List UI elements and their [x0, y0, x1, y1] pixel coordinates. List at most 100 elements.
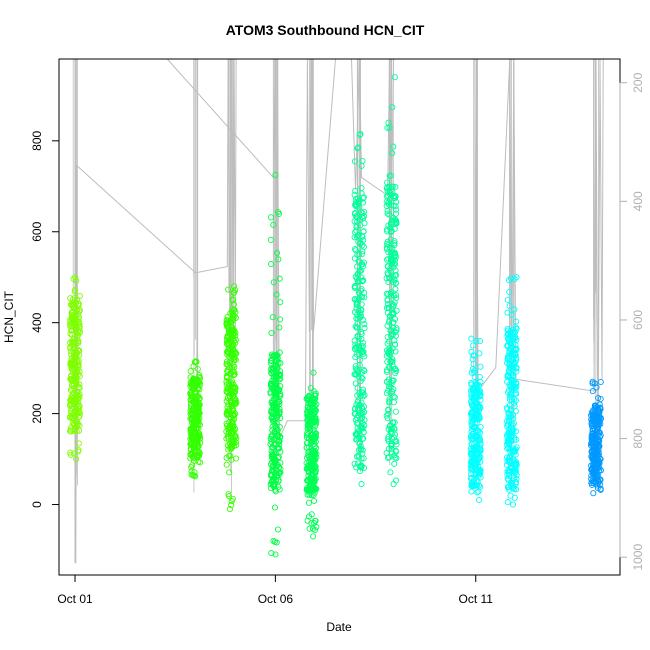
data-point: [384, 179, 391, 186]
data-point: [468, 488, 475, 495]
data-point: [597, 406, 604, 413]
data-point: [384, 309, 391, 316]
data-point: [273, 291, 280, 298]
data-point: [392, 408, 399, 415]
data-point: [386, 365, 393, 372]
data-point: [388, 446, 395, 453]
data-point: [75, 427, 83, 434]
data-point: [361, 353, 368, 360]
data-point: [353, 300, 360, 307]
data-point: [352, 247, 359, 254]
data-point: [226, 423, 233, 430]
data-point: [388, 228, 395, 235]
data-point: [70, 412, 77, 420]
data-point: [189, 434, 196, 441]
data-point: [232, 455, 240, 462]
data-point: [391, 431, 399, 438]
data-point: [191, 469, 198, 476]
data-point: [67, 295, 74, 302]
data-point: [384, 228, 391, 235]
data-point: [354, 263, 361, 270]
data-point: [386, 345, 393, 352]
data-point: [386, 245, 393, 252]
data-point: [194, 404, 201, 411]
y-tick-label: 800: [30, 131, 44, 151]
data-point: [269, 314, 276, 321]
x-axis-label: Date: [326, 620, 352, 634]
data-point: [590, 479, 597, 487]
data-point: [384, 210, 391, 217]
data-point: [590, 407, 597, 414]
data-point: [469, 356, 476, 363]
data-point: [470, 409, 477, 416]
data-point: [273, 462, 280, 470]
data-point: [590, 490, 597, 497]
data-point: [383, 240, 391, 248]
data-point: [72, 355, 79, 362]
data-point: [361, 325, 368, 332]
data-point: [513, 472, 520, 479]
data-point: [389, 356, 396, 363]
data-point: [476, 403, 483, 410]
data-point: [194, 402, 201, 409]
data-point: [305, 499, 312, 506]
data-point: [468, 481, 475, 488]
data-point: [392, 370, 399, 377]
data-point: [509, 356, 516, 363]
data-point: [476, 429, 483, 436]
data-point: [387, 469, 394, 476]
data-point: [354, 212, 361, 219]
data-point: [597, 395, 604, 403]
data-point: [509, 445, 516, 452]
data-point: [305, 400, 312, 407]
data-point: [383, 390, 390, 397]
data-point: [386, 398, 393, 405]
data-point: [352, 187, 359, 194]
data-point: [353, 315, 360, 322]
data-point: [269, 410, 276, 417]
data-point: [504, 309, 511, 316]
data-point: [383, 378, 390, 385]
data-point: [353, 401, 360, 408]
data-point: [223, 348, 231, 355]
data-point: [359, 293, 366, 301]
data-point: [270, 414, 277, 421]
data-point: [267, 236, 274, 243]
data-point: [389, 150, 396, 157]
data-point: [468, 335, 475, 342]
data-point: [351, 245, 359, 253]
data-point: [226, 469, 233, 476]
data-point: [468, 474, 475, 481]
data-point: [275, 437, 282, 444]
data-point: [67, 451, 74, 458]
data-point: [476, 434, 483, 441]
data-point: [509, 383, 516, 390]
data-point: [352, 354, 359, 361]
data-point: [272, 400, 279, 408]
data-point: [360, 393, 367, 400]
data-point: [224, 404, 231, 411]
data-point: [595, 424, 602, 431]
data-point: [469, 431, 476, 438]
data-point: [304, 415, 311, 422]
y-tick-label: 600: [30, 221, 44, 241]
data-point: [475, 496, 483, 504]
data-point: [191, 396, 199, 404]
data-point: [352, 417, 359, 424]
data-point: [360, 429, 367, 436]
data-point: [391, 240, 398, 247]
data-point: [469, 450, 476, 457]
data-point: [385, 271, 392, 278]
data-point: [392, 203, 399, 210]
data-point: [589, 380, 596, 387]
data-point: [195, 450, 202, 457]
data-point: [384, 301, 391, 308]
data-point: [473, 337, 480, 344]
data-point: [351, 410, 358, 417]
data-point: [67, 316, 74, 323]
data-point: [391, 419, 398, 426]
data-point: [268, 448, 275, 455]
data-point: [76, 381, 83, 388]
data-point: [357, 446, 364, 453]
